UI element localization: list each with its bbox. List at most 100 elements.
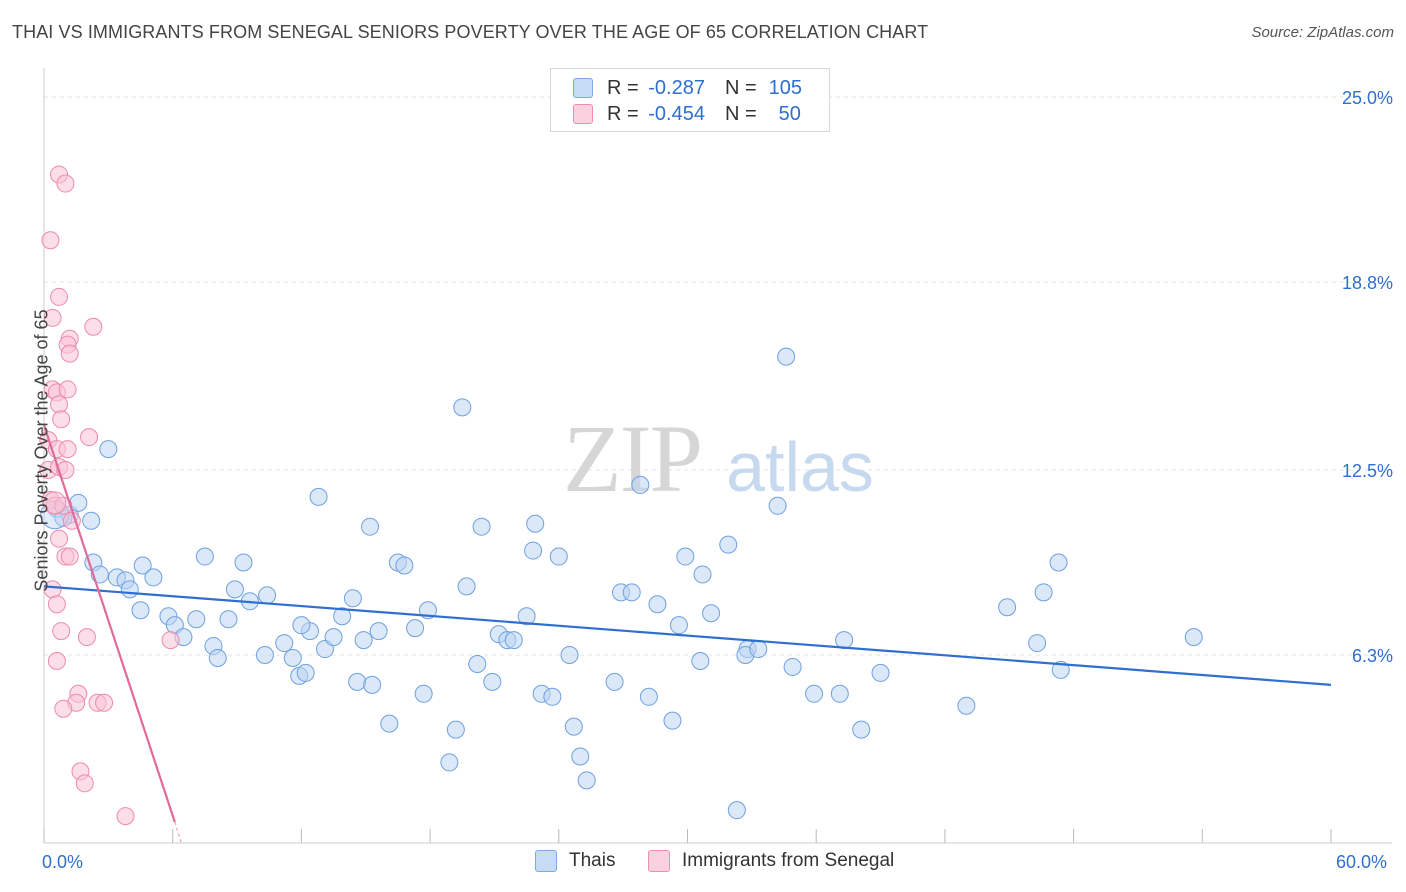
- senegal-point: [58, 440, 77, 459]
- thais-point: [517, 607, 536, 626]
- thais-point: [830, 684, 849, 703]
- series-legend-thais[interactable]: Thais: [535, 850, 615, 872]
- thais-point: [871, 663, 890, 682]
- thais-point: [380, 714, 399, 733]
- thais-point: [719, 535, 738, 554]
- thais-point: [783, 657, 802, 676]
- thais-point: [852, 720, 871, 739]
- thais-point: [526, 514, 545, 533]
- thais-point: [343, 589, 362, 608]
- thais-point: [440, 753, 459, 772]
- watermark-atlas: atlas: [726, 428, 874, 506]
- thais-point: [560, 646, 579, 665]
- thais-point: [663, 711, 682, 730]
- thais-point: [768, 496, 787, 515]
- thais-point: [1028, 634, 1047, 653]
- thais-point: [133, 556, 152, 575]
- thais-point: [348, 672, 367, 691]
- thais-point: [727, 801, 746, 820]
- thais-point: [693, 565, 712, 584]
- thais-point: [669, 616, 688, 635]
- senegal-point: [50, 287, 69, 306]
- thais-point: [324, 628, 343, 647]
- thais-point: [131, 601, 150, 620]
- senegal-point: [47, 651, 66, 670]
- senegal-trend-extension: [174, 821, 182, 844]
- legend-r-value: -0.287: [648, 76, 705, 99]
- thais-point: [543, 687, 562, 706]
- senegal-trend-line: [42, 424, 176, 823]
- thais-point: [648, 595, 667, 614]
- series-thais-points: [40, 347, 1203, 820]
- thais-point: [363, 675, 382, 694]
- thais-point: [549, 547, 568, 566]
- thais-point: [225, 580, 244, 599]
- thais-point: [144, 568, 163, 587]
- thais-point: [406, 619, 425, 638]
- thais-point: [777, 347, 796, 366]
- source-credit: Source: ZipAtlas.com: [1251, 24, 1394, 41]
- senegal-point: [50, 395, 69, 414]
- senegal-point: [60, 344, 79, 363]
- thais-point: [453, 398, 472, 417]
- senegal-point: [43, 491, 67, 515]
- senegal-point: [75, 774, 94, 793]
- thais-point: [957, 696, 976, 715]
- gridlines: [44, 96, 1392, 656]
- thais-point: [805, 684, 824, 703]
- thais-point: [82, 511, 101, 530]
- thais-point: [296, 663, 315, 682]
- senegal-point: [116, 807, 135, 826]
- thais-trend-line: [43, 585, 1332, 686]
- y-tick-label: 12.5%: [1342, 461, 1393, 481]
- legend-swatch-thais: [573, 78, 593, 98]
- thais-point: [255, 646, 274, 665]
- series-legend-swatch-senegal: [648, 850, 670, 872]
- senegal-point: [80, 428, 99, 447]
- legend-r-label: R =: [607, 76, 639, 99]
- y-axis-label: Seniors Poverty Over the Age of 65: [31, 309, 52, 592]
- senegal-point: [60, 547, 79, 566]
- thais-point: [631, 475, 650, 494]
- senegal-point: [54, 496, 73, 515]
- thais-point: [504, 631, 523, 650]
- thais-point: [195, 547, 214, 566]
- thais-point: [468, 654, 487, 673]
- thais-point: [361, 517, 380, 536]
- thais-point: [208, 648, 227, 667]
- thais-point: [99, 440, 118, 459]
- watermark-zip: ZIP: [563, 405, 701, 512]
- thais-point: [187, 610, 206, 629]
- thais-point: [676, 547, 695, 566]
- series-senegal-points: [39, 165, 180, 826]
- thais-point: [571, 747, 590, 766]
- trend-lines: [42, 424, 1332, 844]
- series-legend-swatch-thais: [535, 850, 557, 872]
- correlation-legend: R = -0.287 N = 105 R = -0.454 N = 50: [550, 68, 830, 132]
- thais-point: [354, 631, 373, 650]
- thais-point: [1051, 660, 1070, 679]
- legend-row-senegal: R = -0.454 N = 50: [573, 101, 801, 127]
- thais-point: [702, 604, 721, 623]
- y-tick-labels: 6.3% 12.5% 18.8% 25.0%: [1342, 88, 1393, 666]
- thais-point: [605, 672, 624, 691]
- series-legend-label: Thais: [569, 850, 616, 871]
- legend-r-value: -0.454: [648, 102, 705, 125]
- thais-point: [120, 580, 139, 599]
- thais-point: [749, 640, 768, 659]
- senegal-point: [43, 308, 62, 327]
- thais-point: [457, 577, 476, 596]
- thais-point: [283, 648, 302, 667]
- thais-point: [483, 672, 502, 691]
- thais-point: [414, 684, 433, 703]
- senegal-point: [52, 622, 71, 641]
- thais-point: [309, 487, 328, 506]
- thais-point: [292, 616, 311, 635]
- thais-point: [577, 771, 596, 790]
- x-tick-min: 0.0%: [42, 852, 84, 872]
- thais-point: [564, 717, 583, 736]
- senegal-point: [95, 693, 114, 712]
- thais-point: [472, 517, 491, 536]
- series-legend-senegal[interactable]: Immigrants from Senegal: [648, 850, 894, 872]
